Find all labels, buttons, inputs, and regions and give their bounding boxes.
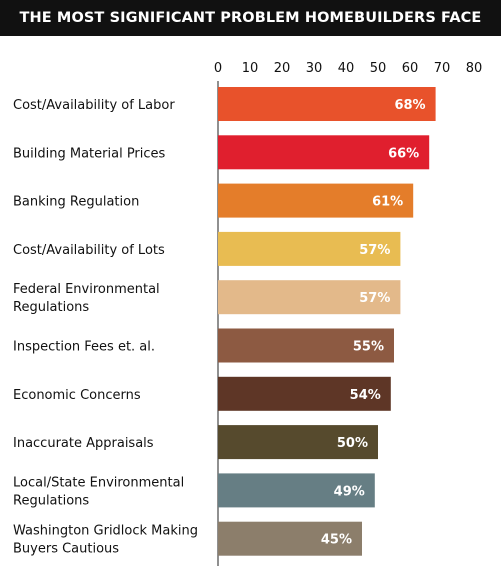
chart-title: THE MOST SIGNIFICANT PROBLEM HOMEBUILDER… [19,10,482,26]
category-label: Building Material Prices [13,146,166,161]
category-label: Inaccurate Appraisals [13,436,154,451]
category-label: Cost/Availability of Labor [13,98,175,113]
x-tick-label: 20 [274,61,291,76]
bar [218,231,401,266]
bar [218,425,378,460]
bar-value-label: 50% [337,436,368,451]
bar-chart: 0 10 20 30 40 50 60 70 80 68% Cost/Availability of… [13,61,483,566]
bar [218,280,401,315]
x-tick-label: 60 [402,61,419,76]
x-tick-label: 0 [214,61,222,76]
bar-value-label: 57% [359,243,390,258]
category-label: Federal Environmental [13,282,160,297]
bar [218,328,394,363]
bar [218,87,436,121]
bar-value-label: 54% [350,388,381,403]
category-label: Local/State Environmental [13,475,184,490]
bar [218,135,430,170]
title-bar: THE MOST SIGNIFICANT PROBLEM HOMEBUILDER… [0,0,501,36]
bar-value-label: 45% [321,533,352,548]
bar [218,521,362,556]
category-label: Banking Regulation [13,195,139,210]
category-label: Inspection Fees et. al. [13,340,155,355]
bar [218,376,391,411]
x-tick-label: 80 [466,61,483,76]
bar [218,183,414,218]
category-label: Washington Gridlock Making [13,524,198,539]
category-label: Economic Concerns [13,388,141,403]
bar-value-label: 55% [353,340,384,355]
category-label: Buyers Cautious [13,542,119,557]
bar [218,473,375,508]
x-tick-label: 70 [434,61,451,76]
category-label: Regulations [13,493,89,508]
x-tick-label: 30 [306,61,323,76]
bar-value-label: 57% [359,291,390,306]
x-tick-label: 10 [242,61,259,76]
bar-value-label: 61% [372,195,403,210]
category-label: Cost/Availability of Lots [13,243,165,258]
category-label: Regulations [13,300,89,315]
bar-value-label: 68% [394,98,425,113]
x-tick-label: 40 [338,61,355,76]
x-tick-label: 50 [370,61,387,76]
bar-value-label: 66% [388,146,419,161]
bar-value-label: 49% [334,484,365,499]
